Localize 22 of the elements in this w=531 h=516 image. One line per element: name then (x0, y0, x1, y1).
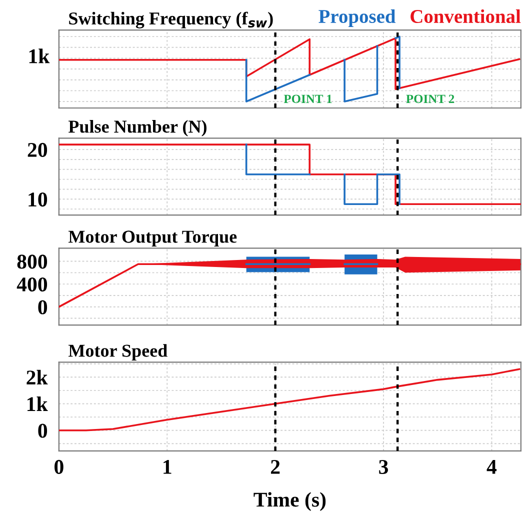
y-tick-label: 10 (28, 192, 48, 207)
y-tick-label: 2k (26, 370, 48, 384)
y-tick-label: 800 (17, 254, 48, 269)
chart-title: Motor Output Torque (68, 230, 237, 246)
y-tick-label: 20 (28, 142, 48, 157)
x-tick-label: 4 (486, 460, 497, 474)
ref-line-label: POINT 1 (284, 94, 332, 104)
x-tick-label: 3 (379, 460, 388, 474)
series-label: Proposed (318, 9, 396, 27)
chart-title: Switching Frequency (f$_{sw}$) (69, 12, 273, 28)
x-axis-title: Time (s) (254, 492, 326, 511)
y-tick-label: 0 (38, 300, 48, 314)
ref-line-label: POINT 2 (406, 94, 454, 104)
x-tick-label: 2 (270, 460, 280, 474)
series-label: Conventional (410, 9, 521, 24)
chart-title: Motor Speed (68, 344, 168, 361)
y-tick-label: 1k (28, 396, 48, 411)
y-tick-label: 0 (38, 424, 48, 438)
chart-title: Pulse Number (N) (68, 120, 206, 136)
x-tick-label: 1 (164, 460, 172, 474)
x-tick-label: 0 (54, 460, 64, 474)
y-tick-label: 400 (16, 277, 48, 292)
